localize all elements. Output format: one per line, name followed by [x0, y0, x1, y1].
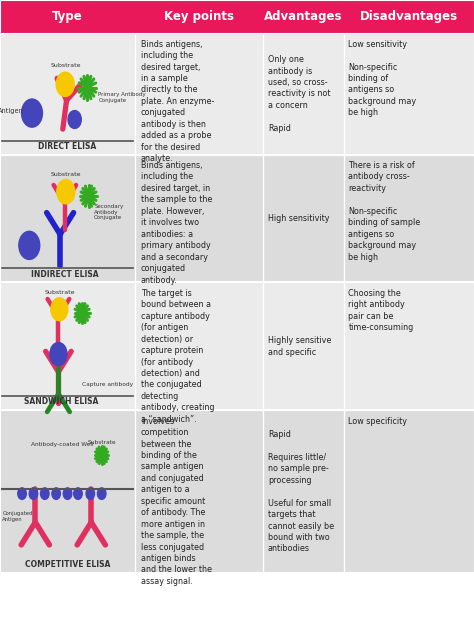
Circle shape: [57, 180, 75, 204]
Circle shape: [18, 488, 26, 500]
Text: Secondary
Antibody
Conjugate: Secondary Antibody Conjugate: [94, 204, 124, 220]
Text: Key points: Key points: [164, 10, 234, 23]
Bar: [0, 410, 474, 573]
Text: Primary Antibody
Conjugate: Primary Antibody Conjugate: [98, 92, 146, 102]
Circle shape: [51, 298, 68, 321]
Text: Antigen: Antigen: [0, 108, 24, 114]
Text: Disadvantages: Disadvantages: [360, 10, 458, 23]
Bar: [0, 155, 474, 282]
Circle shape: [52, 488, 60, 500]
Circle shape: [50, 343, 67, 366]
Text: There is a risk of
antibody cross-
reactivity

Non-specific
binding of sample
an: There is a risk of antibody cross- react…: [348, 161, 420, 261]
Circle shape: [97, 488, 106, 500]
Text: Substrate: Substrate: [51, 172, 82, 177]
Circle shape: [21, 99, 42, 127]
Text: Conjugated
Antigen: Conjugated Antigen: [2, 511, 33, 521]
Circle shape: [40, 488, 49, 500]
Text: INDIRECT ELISA: INDIRECT ELISA: [31, 270, 99, 279]
Bar: [0, 0, 474, 33]
Circle shape: [68, 111, 81, 128]
Text: High sensitivity: High sensitivity: [268, 214, 329, 223]
Circle shape: [63, 488, 72, 500]
Text: Highly sensitive
and specific: Highly sensitive and specific: [268, 336, 331, 357]
Text: Low sensitivity

Non-specific
binding of
antigens so
background may
be high: Low sensitivity Non-specific binding of …: [348, 40, 417, 118]
Text: Substrate: Substrate: [45, 290, 75, 295]
Text: Involves
competition
between the
binding of the
sample antigen
and conjugated
an: Involves competition between the binding…: [141, 417, 212, 586]
Text: Choosing the
right antibody
pair can be
time-consuming: Choosing the right antibody pair can be …: [348, 289, 414, 332]
Text: Advantages: Advantages: [264, 10, 343, 23]
Bar: [0, 33, 474, 155]
Circle shape: [29, 488, 37, 500]
Circle shape: [86, 488, 94, 500]
Text: Only one
antibody is
used, so cross-
reactivity is not
a concern

Rapid: Only one antibody is used, so cross- rea…: [268, 55, 330, 133]
Circle shape: [56, 72, 74, 96]
Text: Substrate: Substrate: [87, 440, 116, 445]
Text: Capture antibody: Capture antibody: [82, 382, 133, 387]
Bar: [0, 282, 474, 410]
Text: The target is
bound between a
capture antibody
(for antigen
detection) or
captur: The target is bound between a capture an…: [141, 289, 214, 424]
Text: DIRECT ELISA: DIRECT ELISA: [38, 142, 97, 151]
Text: Rapid

Requires little/
no sample pre-
processing

Useful for small
targets that: Rapid Requires little/ no sample pre- pr…: [268, 430, 334, 553]
Text: Binds antigens,
including the
desired target, in
the sample to the
plate. Howeve: Binds antigens, including the desired ta…: [141, 161, 212, 284]
Text: COMPETITIVE ELISA: COMPETITIVE ELISA: [25, 560, 110, 569]
Text: Low specificity: Low specificity: [348, 417, 407, 426]
Circle shape: [73, 488, 82, 500]
Text: Substrate: Substrate: [51, 63, 82, 68]
Text: Antibody-coated Well: Antibody-coated Well: [31, 442, 94, 447]
Text: Type: Type: [52, 10, 83, 23]
Circle shape: [19, 231, 40, 259]
Text: Binds antigens,
including the
desired target,
in a sample
directly to the
plate.: Binds antigens, including the desired ta…: [141, 40, 214, 163]
Text: SANDWICH ELISA: SANDWICH ELISA: [24, 397, 98, 406]
